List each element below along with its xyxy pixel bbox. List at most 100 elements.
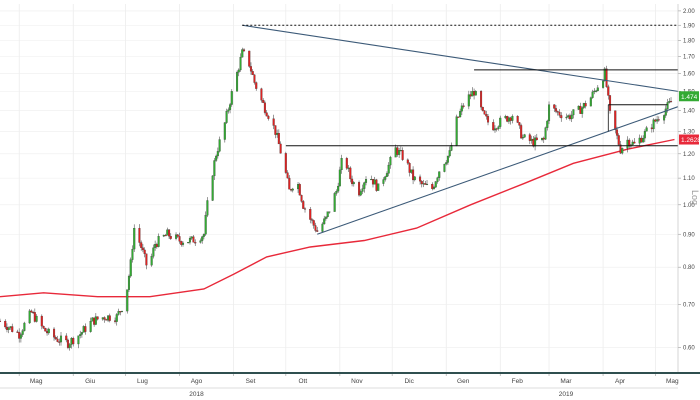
candle-body: [262, 100, 265, 103]
candle-body: [511, 115, 514, 121]
x-tick-label: Mag: [666, 378, 679, 385]
candle-up: [199, 238, 202, 244]
candle-body: [18, 332, 21, 339]
candle-body: [558, 111, 561, 116]
x-axis-band: [0, 372, 700, 374]
candle-up: [603, 66, 606, 82]
candle-up: [91, 317, 94, 322]
candle-up: [213, 158, 216, 180]
candle-body: [582, 103, 585, 108]
candle-up: [546, 119, 549, 131]
candle-down: [349, 166, 352, 183]
candle-body: [277, 133, 280, 145]
candle-down: [584, 100, 587, 109]
y-tick-label: 2.00: [683, 9, 695, 15]
candle-body: [431, 183, 434, 189]
candle-body: [589, 97, 592, 107]
y-tick-label: 1.20: [683, 152, 695, 158]
candle-body: [593, 90, 596, 93]
candle-body: [523, 134, 526, 138]
candle-up: [384, 175, 387, 182]
candle-body: [567, 115, 570, 118]
candle-body: [631, 141, 634, 145]
candle-down: [298, 182, 301, 196]
x-tick-label: Ago: [191, 378, 203, 385]
candle-body: [614, 110, 617, 130]
candle-body: [499, 117, 502, 127]
descending-resistance-trendline[interactable]: [242, 24, 679, 92]
candle-up: [215, 154, 218, 162]
x-tick-label: Ott: [299, 378, 308, 385]
candle-body: [579, 105, 582, 114]
candle-up: [204, 211, 207, 236]
candle-down: [506, 115, 509, 123]
ascending-support-trendline[interactable]: [317, 106, 679, 235]
candle-down: [431, 182, 434, 191]
candle-body: [79, 334, 82, 336]
candle-body: [485, 114, 488, 117]
candle-up: [21, 329, 24, 337]
candle-body: [35, 315, 38, 322]
candle-body: [406, 159, 409, 164]
candle-body: [94, 316, 97, 325]
x-tick-label: Gen: [457, 378, 470, 385]
candle-body: [602, 80, 605, 88]
candle-up: [79, 330, 82, 339]
candle-body: [445, 162, 448, 165]
candle-up: [577, 105, 580, 111]
price-tag: 1.474: [679, 91, 699, 102]
candle-up: [59, 332, 63, 346]
candle-down: [516, 115, 519, 124]
candle-body: [352, 182, 355, 185]
candle-up: [28, 309, 31, 324]
candle-body: [570, 114, 573, 120]
candle-down: [40, 314, 43, 330]
candle-body: [70, 337, 73, 345]
candle-up: [363, 181, 366, 193]
candle-body: [288, 177, 291, 190]
candle-down: [251, 69, 254, 76]
candle-body: [643, 131, 646, 139]
candle-body: [434, 181, 437, 188]
candle-body: [141, 247, 144, 251]
candle-up: [570, 111, 573, 123]
candle-up: [460, 102, 463, 116]
candle-up: [89, 317, 92, 333]
candle-down: [248, 50, 251, 68]
candle-up: [23, 321, 26, 332]
candle-down: [263, 100, 266, 115]
candle-body: [239, 57, 242, 71]
candle-up: [241, 47, 244, 58]
candle-body: [535, 137, 538, 141]
candle-up: [443, 163, 446, 173]
candle-up: [581, 106, 584, 118]
candle-up: [446, 155, 449, 166]
candle-down: [670, 97, 673, 103]
candle-body: [530, 138, 533, 141]
candle-body: [204, 215, 207, 235]
candle-body: [389, 156, 392, 166]
candle-down: [657, 116, 660, 122]
candle-down: [255, 81, 258, 91]
candle-body: [467, 94, 470, 107]
candle-down: [310, 218, 314, 224]
candle-up: [499, 115, 502, 129]
candle-body: [290, 189, 293, 191]
candle-down: [141, 243, 144, 253]
candle-body: [267, 115, 270, 119]
candle-body: [117, 311, 120, 315]
candle-body: [375, 179, 378, 191]
candle-body: [242, 49, 246, 52]
x-tick-label: Feb: [512, 378, 524, 385]
candle-down: [481, 106, 484, 112]
candle-down: [351, 175, 354, 187]
candle-body: [396, 147, 399, 155]
candle-down: [485, 110, 488, 120]
candle-down: [518, 122, 521, 129]
candle-down: [617, 133, 620, 146]
candle-down: [103, 316, 106, 323]
candle-body: [33, 312, 36, 322]
candle-body: [595, 90, 598, 92]
candle-body: [657, 119, 660, 121]
